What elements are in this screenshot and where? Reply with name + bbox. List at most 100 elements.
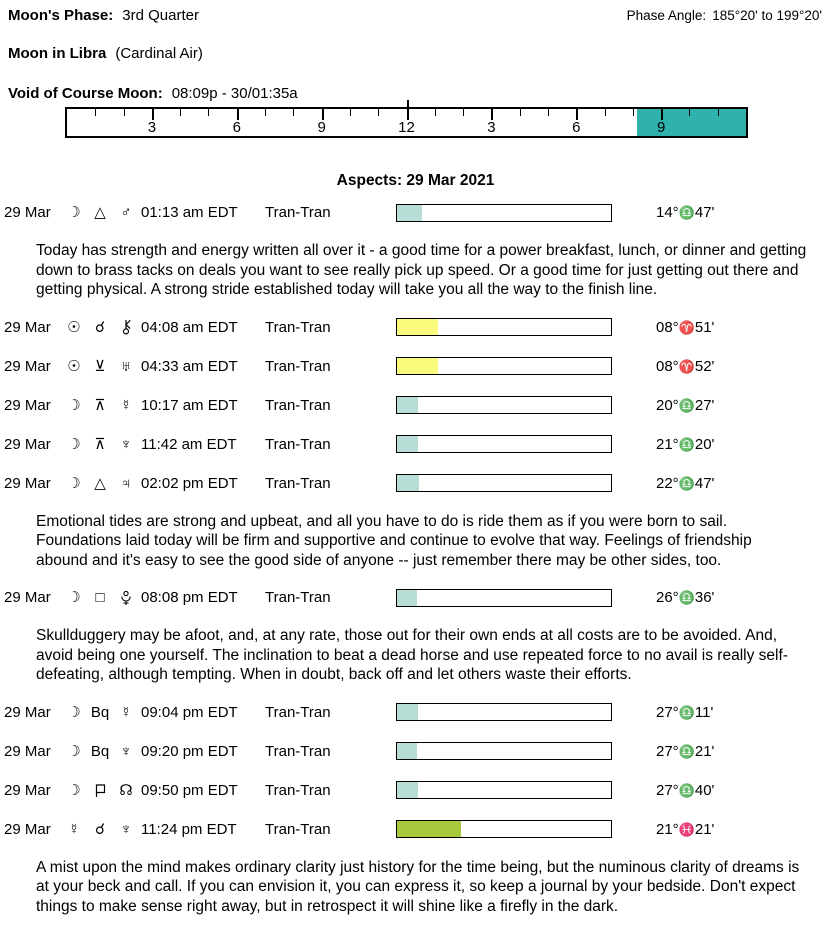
ruler-tick bbox=[576, 109, 579, 120]
aspect-glyphs: ☽ △ ♂ bbox=[61, 205, 141, 220]
voc-label: Void of Course Moon: bbox=[8, 85, 163, 102]
libra-icon: ♎ bbox=[678, 397, 695, 413]
semisextile-icon: ⊻ bbox=[94, 357, 106, 375]
voc-highlight bbox=[637, 109, 746, 136]
mercury-icon: ☿ bbox=[120, 703, 132, 721]
aspect-position: 21°♎20' bbox=[656, 435, 715, 453]
aspect-position: 27°♎21' bbox=[656, 742, 715, 760]
ruler-tick bbox=[661, 109, 664, 120]
orb-bar bbox=[396, 203, 612, 222]
aspect-time: 04:33 am EDT bbox=[141, 357, 238, 375]
moon-sign-element: (Cardinal Air) bbox=[115, 45, 203, 62]
aspect-row: 29 Mar ☽ △ ♂ 01:13 am EDT Tran-Tran 14°♎47… bbox=[0, 202, 831, 223]
aspect-position: 27°♎11' bbox=[656, 703, 714, 721]
aspect-glyphs: ☽ ⊼ ☿ bbox=[61, 398, 141, 413]
aspect-date: 29 Mar bbox=[4, 204, 51, 221]
moon-icon: ☽ bbox=[67, 204, 81, 221]
aspect-date: 29 Mar bbox=[4, 474, 51, 492]
orb-bar-fill bbox=[397, 821, 462, 837]
orb-bar-fill bbox=[397, 436, 419, 452]
uranus-icon: ♅ bbox=[120, 357, 132, 375]
aspect-type: Tran-Tran bbox=[265, 474, 331, 492]
conjunction-icon: ☌ bbox=[94, 318, 106, 336]
libra-icon: ♎ bbox=[678, 205, 695, 220]
orb-bar bbox=[396, 396, 612, 414]
neptune-icon: ♆ bbox=[120, 742, 132, 760]
aspect-row: 29 Mar ☽ Bq ☿ 09:04 pm EDT Tran-Tran 27°♎1… bbox=[0, 702, 831, 723]
moon-icon: ☽ bbox=[67, 435, 81, 453]
ruler-hour-label: 3 bbox=[147, 119, 157, 136]
aspect-time: 01:13 am EDT bbox=[141, 204, 238, 221]
ruler-tick bbox=[265, 109, 267, 116]
phase-angle-label: Phase Angle: bbox=[626, 8, 707, 23]
orb-bar bbox=[396, 588, 612, 607]
aspect-glyphs: ☉ ⊻ ♅ bbox=[61, 359, 141, 374]
mercury-icon: ☿ bbox=[68, 820, 80, 838]
pisces-icon: ♓ bbox=[678, 821, 695, 837]
ruler-tick bbox=[406, 109, 409, 120]
orb-bar bbox=[396, 357, 612, 375]
orb-bar-fill bbox=[397, 704, 419, 720]
moon-icon: ☽ bbox=[67, 742, 81, 760]
aspect-row: 29 Mar ☽ ⊼ ♆ 11:42 am EDT Tran-Tran 21°♎20… bbox=[0, 434, 831, 455]
libra-icon: ♎ bbox=[678, 782, 695, 798]
orb-bar-fill bbox=[397, 397, 419, 413]
aspect-date: 29 Mar bbox=[4, 435, 51, 453]
ruler-tick bbox=[151, 109, 154, 120]
orb-bar-fill bbox=[397, 358, 438, 374]
sun-icon: ☉ bbox=[67, 318, 81, 336]
conjunction-icon: ☌ bbox=[94, 820, 106, 838]
aspect-time: 02:02 pm EDT bbox=[141, 474, 238, 492]
voc-ruler: 3 6 9 12 3 6 9 bbox=[65, 100, 748, 138]
aspect-glyphs: ☽ △ ♃ bbox=[61, 476, 141, 491]
aspect-time: 11:24 pm EDT bbox=[141, 820, 237, 838]
aspect-time: 04:08 am EDT bbox=[141, 318, 238, 336]
moon-icon: ☽ bbox=[67, 781, 81, 799]
ruler-tick bbox=[604, 109, 606, 116]
aspect-date: 29 Mar bbox=[4, 781, 51, 799]
aries-icon: ♈ bbox=[678, 319, 695, 335]
aspect-row: 29 Mar ☽ ⊼ ☿ 10:17 am EDT Tran-Tran 20°♎27… bbox=[0, 395, 831, 416]
voc-line: Void of Course Moon: 08:09p - 30/01:35a bbox=[8, 85, 298, 102]
aspect-position: 14°♎47' bbox=[656, 204, 715, 221]
jupiter-icon: ♃ bbox=[120, 474, 132, 492]
ruler-tick bbox=[378, 109, 380, 116]
ruler-tick bbox=[689, 109, 691, 116]
aspect-type: Tran-Tran bbox=[265, 318, 331, 336]
pluto-icon bbox=[113, 590, 139, 606]
aspect-time: 09:50 pm EDT bbox=[141, 781, 238, 799]
aspect-date: 29 Mar bbox=[4, 742, 51, 760]
sesquiquadrate-icon bbox=[87, 782, 113, 798]
noon-marker bbox=[406, 100, 409, 109]
quincunx-icon: ⊼ bbox=[94, 396, 106, 414]
aspects-title: Aspects: 29 Mar 2021 bbox=[336, 172, 495, 189]
ruler-tick bbox=[293, 109, 295, 116]
aspect-position: 21°♓21' bbox=[656, 820, 715, 838]
aspect-glyphs: ☽ Bq ♆ bbox=[61, 744, 141, 759]
ruler-hour-label: 6 bbox=[572, 119, 581, 136]
aspect-type: Tran-Tran bbox=[265, 204, 331, 221]
orb-bar-fill bbox=[397, 475, 420, 491]
ruler-tick bbox=[632, 109, 634, 116]
ruler-hour-label: 6 bbox=[232, 119, 241, 136]
neptune-icon: ♆ bbox=[120, 820, 132, 838]
orb-bar bbox=[396, 703, 612, 721]
aspect-glyphs: ☉ ☌ bbox=[61, 319, 141, 335]
libra-icon: ♎ bbox=[678, 436, 695, 452]
neptune-icon: ♆ bbox=[120, 435, 132, 453]
aspect-row: 29 Mar ☽ □ 08:08 pm EDT Tran-Tran 26°♎36' bbox=[0, 587, 831, 608]
ruler-tick bbox=[463, 109, 465, 116]
aspect-date: 29 Mar bbox=[4, 396, 51, 414]
orb-bar-fill bbox=[397, 743, 418, 759]
aspect-type: Tran-Tran bbox=[265, 357, 331, 375]
ruler-hour-label: 9 bbox=[656, 119, 666, 136]
quincunx-icon: ⊼ bbox=[94, 435, 106, 453]
moons-phase-line: Moon's Phase: 3rd Quarter bbox=[8, 7, 199, 24]
aspect-row: 29 Mar ☉ ⊻ ♅ 04:33 am EDT Tran-Tran 08°♈52… bbox=[0, 356, 831, 377]
moon-sign-line: Moon in Libra (Cardinal Air) bbox=[8, 45, 203, 62]
phase-angle-line: Phase Angle: 185°20' to 199°20' bbox=[627, 8, 822, 23]
aspect-row: 29 Mar ☿ ☌ ♆ 11:24 pm EDT Tran-Tran 21°♓21… bbox=[0, 819, 831, 840]
mercury-icon: ☿ bbox=[120, 396, 132, 414]
ruler-hour-label: 9 bbox=[317, 119, 326, 136]
biquintile-icon: Bq bbox=[90, 703, 110, 721]
